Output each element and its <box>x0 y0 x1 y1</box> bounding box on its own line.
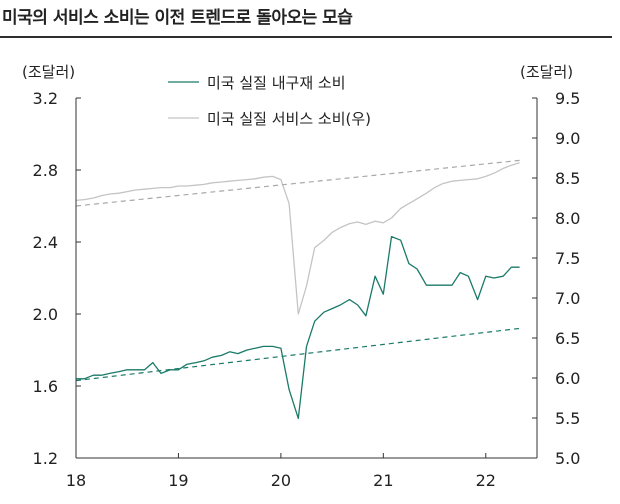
right-y-tick-label: 5.0 <box>555 449 580 468</box>
right-y-tick-label: 9.0 <box>555 129 580 148</box>
right-y-tick-label: 9.5 <box>555 89 580 108</box>
right-y-tick-label: 6.0 <box>555 369 580 388</box>
x-tick-label: 20 <box>271 471 291 490</box>
services-series <box>75 162 520 315</box>
left-y-tick-label: 1.6 <box>33 377 58 396</box>
chart-title: 미국의 서비스 소비는 이전 트렌드로 돌아오는 모습 <box>2 8 353 28</box>
right-y-tick-label: 8.5 <box>555 169 580 188</box>
left-y-tick-label: 2.4 <box>33 233 58 252</box>
right-y-tick-label: 7.5 <box>555 249 580 268</box>
x-tick-label: 22 <box>476 471 496 490</box>
x-tick-label: 19 <box>168 471 188 490</box>
right-y-tick-label: 8.0 <box>555 209 580 228</box>
right-y-tick-label: 6.5 <box>555 329 580 348</box>
x-tick-label: 18 <box>66 471 86 490</box>
left-y-tick-label: 3.2 <box>33 89 58 108</box>
title-underline <box>0 36 612 38</box>
durable-trend-line <box>75 327 520 382</box>
legend-durable-label: 미국 실질 내구재 소비 <box>207 74 346 92</box>
right-y-tick-label: 7.0 <box>555 289 580 308</box>
x-tick-label: 21 <box>373 471 393 490</box>
right-axis-unit: (조달러) <box>520 63 573 81</box>
legend-services-label: 미국 실질 서비스 소비(우) <box>207 110 371 128</box>
left-axis-unit: (조달러) <box>22 63 75 81</box>
left-y-tick-label: 2.8 <box>33 161 58 180</box>
services-trend-line <box>75 159 520 207</box>
left-y-tick-label: 2.0 <box>33 305 58 324</box>
durable-goods-series <box>76 235 520 420</box>
left-y-tick-label: 1.2 <box>33 449 58 468</box>
right-y-tick-label: 5.5 <box>555 409 580 428</box>
